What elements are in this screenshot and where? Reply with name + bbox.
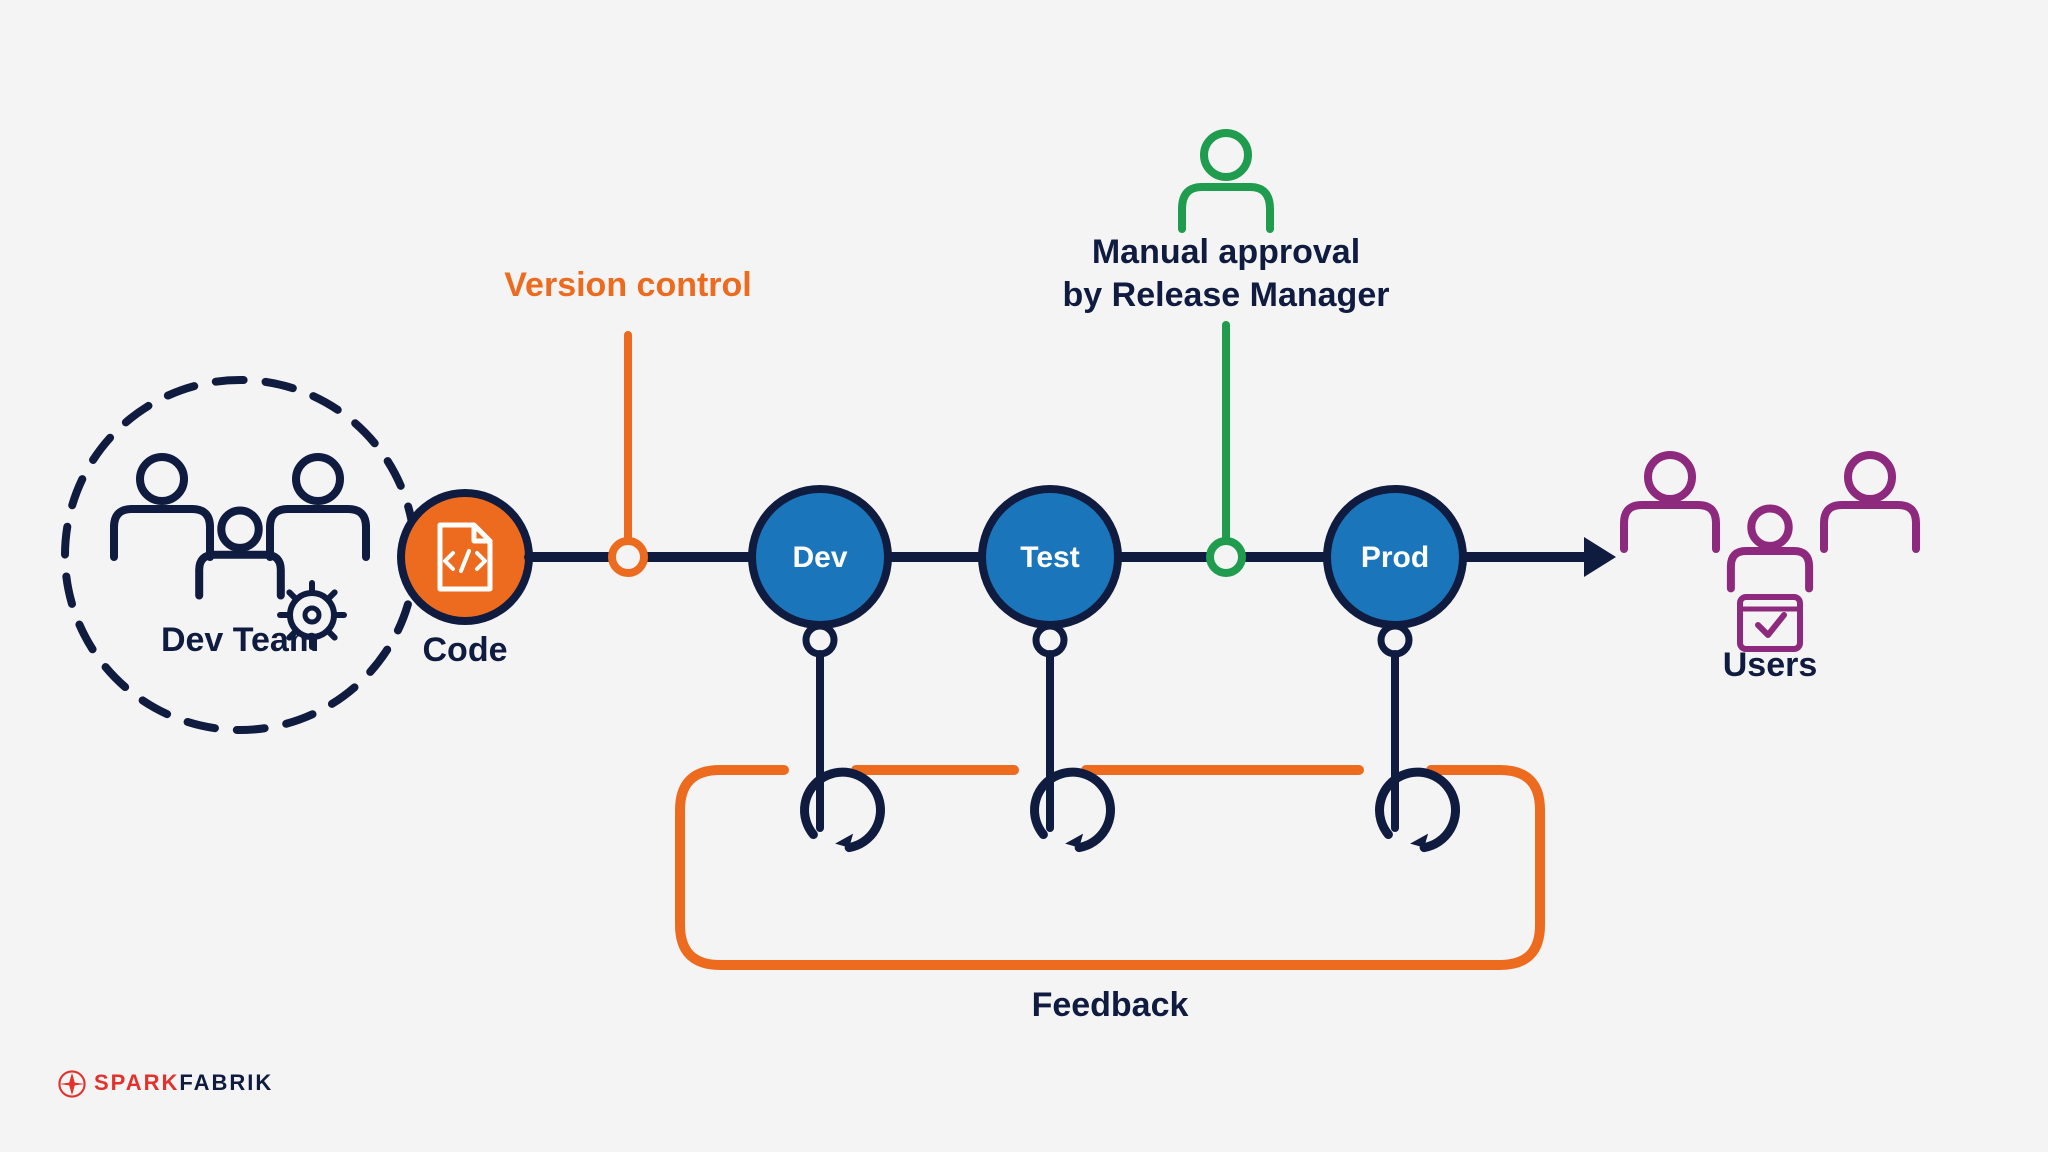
diagram-canvas: DevTestProd Dev Team Code Version contro… bbox=[0, 0, 2048, 1152]
sparkfabrik-logo: SPARKFABRIK bbox=[58, 1070, 273, 1098]
users-label: Users bbox=[1520, 646, 2020, 685]
logo-text-a: SPARK bbox=[94, 1070, 179, 1095]
manual-approval-label: Manual approval by Release Manager bbox=[976, 231, 1476, 316]
stage-prod-label: Prod bbox=[1361, 541, 1429, 574]
users-icon bbox=[1624, 455, 1916, 649]
stage-test-feedback-dot bbox=[1036, 626, 1064, 654]
stage-dev-loop-icon bbox=[805, 772, 881, 847]
stage-prod-feedback-dot bbox=[1381, 626, 1409, 654]
dev-team-people-icon bbox=[114, 457, 366, 647]
logo-text-b: FABRIK bbox=[179, 1070, 273, 1095]
stage-test-label: Test bbox=[1020, 541, 1079, 574]
feedback-label: Feedback bbox=[860, 986, 1360, 1025]
stage-dev-label: Dev bbox=[792, 541, 847, 574]
version-control-label: Version control bbox=[378, 266, 878, 305]
pipeline-arrowhead bbox=[1584, 537, 1616, 577]
stage-prod-loop-icon bbox=[1380, 772, 1456, 847]
logo-icon bbox=[58, 1070, 86, 1098]
stage-dev-feedback-dot bbox=[806, 626, 834, 654]
manual-approval-person-icon bbox=[1182, 133, 1270, 229]
diagram-svg: Dev Test Prod bbox=[0, 0, 2048, 1152]
manual-approval-dot bbox=[1210, 541, 1242, 573]
version-control-dot bbox=[612, 541, 644, 573]
stage-test-loop-icon bbox=[1035, 772, 1111, 847]
code-label: Code bbox=[215, 631, 715, 670]
